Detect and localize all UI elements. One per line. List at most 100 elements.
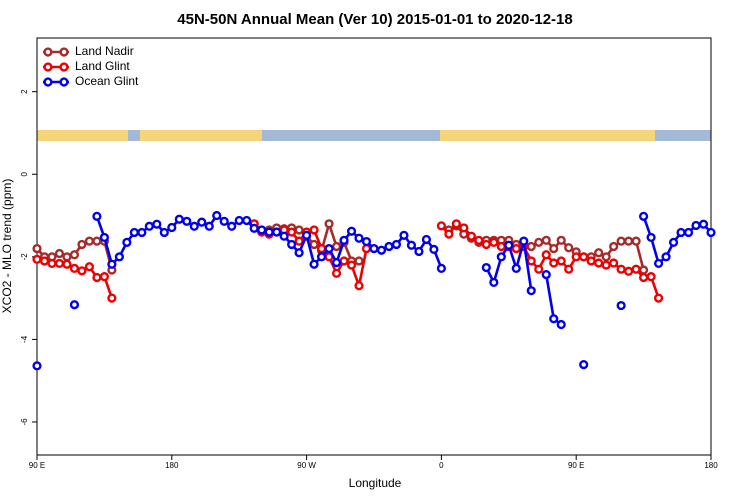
data-point	[144, 221, 154, 231]
data-point	[594, 258, 604, 268]
data-point	[579, 359, 589, 370]
data-point	[99, 232, 110, 243]
data-point	[77, 239, 87, 250]
data-point	[234, 215, 244, 226]
data-point	[421, 234, 432, 245]
data-point	[481, 239, 491, 250]
data-point	[114, 252, 124, 262]
data-point	[346, 260, 357, 270]
data-point	[69, 263, 80, 273]
legend-label: Ocean Glint	[75, 74, 139, 88]
land-band	[37, 130, 128, 141]
data-point	[129, 227, 139, 238]
data-point	[92, 272, 102, 283]
data-point	[414, 246, 424, 257]
data-point	[391, 239, 402, 250]
data-point	[429, 244, 439, 254]
data-point	[616, 264, 626, 274]
data-point	[638, 272, 649, 283]
data-point	[354, 256, 364, 266]
data-point	[369, 243, 379, 254]
data-point	[519, 236, 529, 246]
data-point	[541, 235, 551, 245]
data-point	[62, 259, 72, 269]
data-point	[339, 256, 349, 266]
data-point	[624, 236, 634, 246]
data-point	[122, 237, 132, 247]
data-point	[504, 240, 514, 250]
legend-marker	[59, 62, 69, 72]
data-point	[571, 252, 581, 262]
data-point	[324, 219, 334, 229]
legend-marker	[59, 47, 69, 57]
data-point	[376, 245, 387, 255]
data-point	[436, 221, 447, 231]
data-point	[676, 227, 686, 238]
data-point	[511, 243, 521, 254]
data-point	[616, 236, 626, 246]
data-point	[361, 243, 372, 254]
data-point	[219, 216, 229, 226]
data-point	[257, 225, 267, 235]
data-point	[197, 217, 207, 227]
ocean-band	[37, 130, 711, 141]
data-point	[249, 223, 259, 233]
data-point	[287, 227, 297, 237]
data-point	[302, 230, 312, 240]
data-point	[189, 221, 199, 231]
legend-label: Land Glint	[75, 59, 130, 73]
data-point	[556, 319, 566, 330]
data-point	[331, 268, 342, 278]
legend-label: Land Nadir	[75, 44, 134, 58]
data-point	[661, 252, 671, 262]
legend-marker	[43, 62, 53, 72]
data-point	[601, 260, 611, 270]
data-point	[331, 258, 342, 268]
data-point	[204, 221, 214, 231]
data-point	[84, 262, 95, 272]
data-point	[84, 236, 95, 246]
data-point	[69, 250, 80, 260]
x-tick-label: 0	[439, 461, 444, 470]
y-tick-label: -6	[20, 418, 29, 426]
data-point	[32, 254, 42, 264]
data-point	[534, 237, 544, 247]
data-point	[294, 248, 304, 258]
data-point	[496, 252, 506, 262]
data-point	[331, 241, 342, 252]
data-point	[549, 243, 559, 254]
data-point	[526, 256, 536, 266]
data-point	[638, 265, 649, 275]
data-point	[451, 219, 461, 229]
data-point	[631, 264, 641, 274]
data-point	[489, 277, 499, 288]
data-point	[159, 227, 169, 238]
data-point	[272, 227, 282, 237]
data-point	[279, 231, 289, 241]
data-point	[436, 263, 447, 273]
data-point	[698, 219, 709, 229]
data-point	[556, 235, 566, 245]
data-point	[556, 256, 566, 266]
data-point	[182, 216, 192, 226]
data-point	[212, 210, 222, 221]
data-point	[691, 220, 701, 231]
data-point	[564, 243, 574, 253]
data-point	[706, 227, 716, 238]
data-point	[564, 264, 574, 274]
data-point	[316, 243, 327, 254]
data-point	[646, 232, 656, 243]
data-point	[92, 211, 102, 221]
chart-title: 45N-50N Annual Mean (Ver 10) 2015-01-01 …	[177, 11, 572, 28]
y-tick-label: 0	[20, 171, 29, 176]
legend-marker	[43, 77, 53, 87]
data-point	[54, 258, 65, 269]
data-point	[549, 258, 559, 268]
data-point	[466, 231, 476, 241]
data-point	[586, 256, 596, 266]
data-point	[354, 281, 364, 291]
x-tick-label: 90 W	[297, 461, 316, 470]
data-point	[137, 227, 147, 238]
data-point	[107, 293, 117, 303]
legend-marker	[43, 47, 53, 57]
